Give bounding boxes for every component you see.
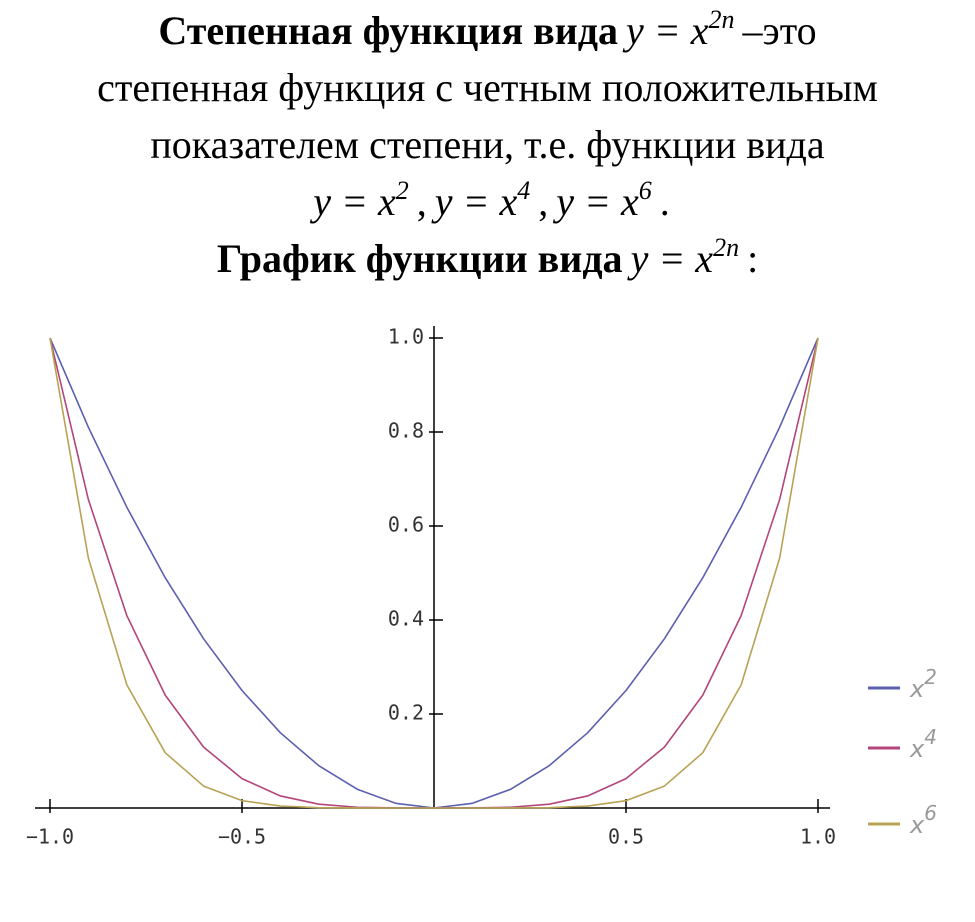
x-tick-label: −0.5	[218, 825, 266, 849]
punct: .	[659, 179, 670, 224]
formula: y = x6	[556, 176, 652, 225]
punct: :	[747, 236, 759, 281]
text-line: степенная функция с четным положительным	[0, 59, 975, 116]
legend-label: x4	[909, 725, 937, 764]
text-line: Степенная функция вида y = x2n –это	[0, 2, 975, 59]
y-tick-label: 0.4	[388, 607, 424, 631]
formula-base: y = x	[313, 179, 396, 224]
legend-label: x6	[909, 801, 937, 840]
formula-base: y = x	[556, 179, 639, 224]
punct: ,	[538, 179, 549, 224]
bold-text: График функции вида	[216, 236, 623, 281]
x-tick-label: −1.0	[26, 825, 74, 849]
legend-name: x	[909, 675, 925, 703]
text-block: Степенная функция вида y = x2n –это степенн…	[0, 2, 975, 287]
formula-exp: 4	[517, 176, 531, 205]
formula-base: y = x	[630, 236, 714, 281]
text-line: показателем степени, т.е. функции вида	[0, 116, 975, 173]
formula: y = x2	[313, 176, 409, 225]
text: показателем степени, т.е. функции вида	[150, 122, 825, 167]
legend-name: x	[909, 811, 925, 839]
formula-base: y = x	[434, 179, 518, 224]
formula-exp: 2n	[713, 233, 740, 262]
formula: y = x4	[434, 176, 531, 225]
formula-exp: 2	[395, 176, 409, 205]
text: –это	[742, 8, 817, 53]
y-tick-label: 1.0	[388, 325, 424, 349]
formula: y = x2n	[626, 5, 735, 54]
legend-exp: 6	[924, 801, 937, 825]
text-line: График функции вида y = x2n:	[0, 230, 975, 287]
legend-name: x	[909, 735, 925, 763]
legend-exp: 4	[924, 725, 937, 749]
x-tick-label: 1.0	[800, 825, 836, 849]
y-tick-label: 0.6	[388, 513, 424, 537]
y-tick-label: 0.2	[388, 701, 424, 725]
formula-exp: 6	[638, 176, 652, 205]
x-tick-label: 0.5	[608, 825, 644, 849]
series-line	[49, 337, 819, 809]
legend-exp: 2	[924, 665, 937, 689]
formula-exp: 2n	[708, 5, 735, 34]
formula: y = x2n	[630, 233, 740, 282]
legend-label: x2	[909, 665, 937, 704]
y-tick-label: 0.8	[388, 419, 424, 443]
text: степенная функция с четным положительным	[97, 65, 878, 110]
text-line: y = x2, y = x4, y = x6.	[0, 173, 975, 230]
bold-text: Степенная функция вида	[158, 8, 619, 53]
punct: ,	[416, 179, 427, 224]
formula-base: y = x	[626, 8, 709, 53]
